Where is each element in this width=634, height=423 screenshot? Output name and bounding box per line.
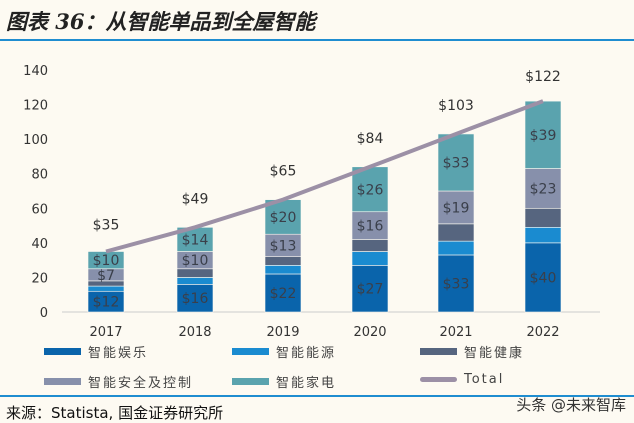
y-tick-label: 20 xyxy=(31,271,48,286)
legend-item: 智能安全及控制 xyxy=(44,372,193,391)
bar-segment xyxy=(437,223,475,242)
y-tick-label: 60 xyxy=(31,202,48,217)
source-divider xyxy=(0,395,634,397)
figure-title: 图表 36：从智能单品到全屋智能 xyxy=(6,9,316,34)
x-tick-label: 2017 xyxy=(89,325,122,340)
data-label: $33 xyxy=(443,155,470,171)
bar-segment xyxy=(437,190,475,225)
x-tick-label: 2018 xyxy=(178,325,211,340)
total-label: $122 xyxy=(525,69,561,85)
bar-segment xyxy=(87,285,125,292)
bar-segment xyxy=(524,227,562,244)
bar-segment xyxy=(351,211,389,240)
data-label: $10 xyxy=(182,253,209,269)
bar-segment xyxy=(437,133,475,192)
y-tick-label: 0 xyxy=(40,306,48,321)
data-label: $16 xyxy=(357,219,384,235)
bar-segment xyxy=(176,284,214,313)
y-tick-label: 140 xyxy=(23,64,48,79)
watermark: 头条 @未来智库 xyxy=(516,396,626,414)
legend-item: 智能娱乐 xyxy=(44,342,148,361)
data-label: $22 xyxy=(270,286,297,302)
bar-segment xyxy=(351,251,389,266)
data-label: $19 xyxy=(443,200,470,216)
bar-segment xyxy=(176,277,214,285)
legend-swatch xyxy=(232,348,269,355)
stacked-bar-chart: 0 20 40 60 80 100 120 140 2017 2018 2019 2020 2021 20… xyxy=(23,64,600,340)
total-label: $49 xyxy=(182,191,209,207)
bar-segment xyxy=(351,265,389,313)
legend-swatch xyxy=(420,348,457,355)
data-label: $13 xyxy=(270,238,297,254)
legend-label: 智能家电 xyxy=(276,376,337,391)
bar-segment xyxy=(351,239,389,252)
data-label: $20 xyxy=(270,210,297,226)
data-label: $39 xyxy=(530,128,557,144)
legend-label: 智能能源 xyxy=(276,346,337,361)
total-label: $84 xyxy=(357,131,384,147)
bar-segment xyxy=(351,166,389,213)
y-tick-label: 80 xyxy=(31,168,48,183)
y-tick-label: 40 xyxy=(31,237,48,252)
legend-label: 智能娱乐 xyxy=(88,346,149,361)
legend-item: 智能能源 xyxy=(232,342,336,361)
x-tick-label: 2020 xyxy=(353,325,386,340)
x-tick-label: 2019 xyxy=(266,325,299,340)
data-label: $27 xyxy=(357,282,384,298)
legend-swatch xyxy=(232,378,269,385)
data-label: $16 xyxy=(182,291,209,307)
bar-segment xyxy=(176,268,214,278)
data-label: $7 xyxy=(97,268,115,284)
data-label: $26 xyxy=(357,182,384,198)
legend-item: 智能家电 xyxy=(232,372,336,391)
y-tick-label: 100 xyxy=(23,133,48,148)
legend-item: Total xyxy=(420,372,504,387)
data-label: $10 xyxy=(93,253,120,269)
data-label: $12 xyxy=(93,295,120,311)
x-tick-label: 2022 xyxy=(526,325,559,340)
total-line xyxy=(105,99,544,254)
bar-segment xyxy=(437,254,475,313)
legend-swatch xyxy=(44,378,81,385)
legend-label: Total xyxy=(464,372,505,387)
title-divider xyxy=(0,39,634,41)
legend-label: 智能健康 xyxy=(464,346,525,361)
legend-swatch xyxy=(420,377,457,382)
bar-segment xyxy=(437,240,475,256)
legend-label: 智能安全及控制 xyxy=(88,376,194,391)
bar-segment xyxy=(524,207,562,228)
y-tick-label: 120 xyxy=(23,99,48,114)
data-label: $23 xyxy=(530,181,557,197)
legend-item: 智能健康 xyxy=(420,342,524,361)
data-label: $14 xyxy=(182,232,209,248)
bar-segment xyxy=(264,265,302,275)
total-label: $65 xyxy=(270,164,297,180)
total-label: $103 xyxy=(438,98,474,114)
data-label: $40 xyxy=(530,270,557,286)
bar-segment xyxy=(264,256,302,266)
source-note: 来源：Statista, 国金证券研究所 xyxy=(6,404,224,422)
total-label: $35 xyxy=(93,218,120,234)
legend-swatch xyxy=(44,348,81,355)
data-label: $33 xyxy=(443,276,470,292)
x-tick-label: 2021 xyxy=(439,325,472,340)
